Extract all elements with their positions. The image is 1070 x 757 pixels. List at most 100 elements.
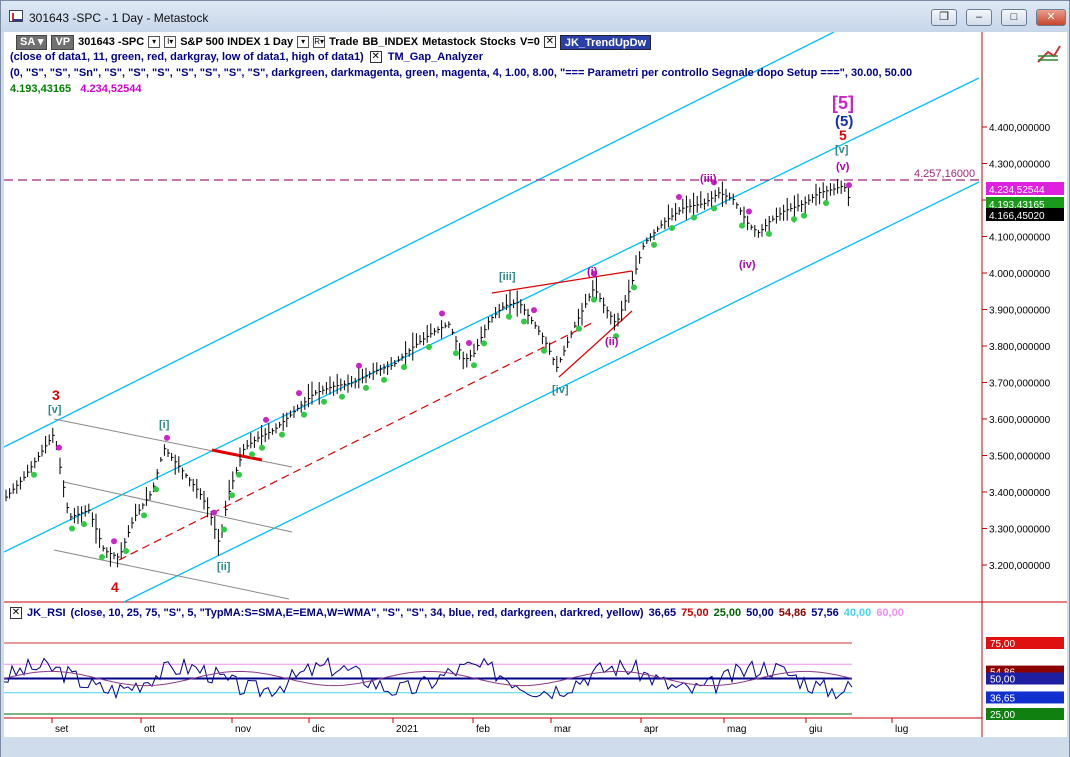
chart-area[interactable]: set ott nov dic 2021 feb mar apr mag giu lug 4.400,… [3, 31, 1067, 739]
price-bar [30, 461, 34, 473]
price-bar [588, 293, 592, 302]
restore-chart-button[interactable]: ❐ [931, 9, 957, 26]
price-bar [239, 447, 242, 467]
remove-indicator-icon[interactable]: ✕ [543, 36, 556, 48]
price-bar [815, 183, 818, 206]
magenta-signal-dot [711, 179, 717, 186]
price-bar [376, 362, 379, 375]
bb-label: BB_INDEX [362, 36, 419, 48]
price-bar [498, 303, 502, 318]
price-label: 3.400,000000 [989, 488, 1051, 499]
indicator-tag[interactable]: JK_TrendUpDw [559, 34, 652, 50]
price-bar [761, 224, 764, 237]
price-bar [649, 233, 653, 242]
minimize-button[interactable]: – [966, 9, 992, 26]
magenta-signal-dot [211, 509, 217, 516]
maximize-button[interactable]: □ [1001, 9, 1027, 26]
price-bar [750, 224, 754, 231]
price-bar [171, 452, 174, 461]
price-bar [419, 335, 422, 345]
price-tag-magenta: 4.234,52544 [989, 185, 1045, 196]
price-bar [9, 488, 12, 499]
price-bar [354, 377, 358, 389]
price-bar [412, 332, 415, 361]
remove-rsi-icon[interactable]: ✕ [10, 607, 22, 619]
price-bar [714, 189, 718, 203]
price-bar [131, 517, 134, 529]
date-label-dic: dic [312, 724, 325, 735]
price-bar [369, 371, 372, 379]
green-signal-dot [381, 376, 387, 383]
rsi-value-5: 54,86 [778, 607, 807, 619]
price-bar [48, 434, 52, 446]
price-bar [365, 367, 368, 384]
price-bar [833, 183, 836, 196]
price-bar [138, 504, 142, 515]
source-label: Metastock [422, 36, 476, 48]
price-bar [387, 361, 390, 375]
red-dashed-trendline [118, 321, 595, 561]
status-bar [1, 737, 1069, 757]
vp-button[interactable]: VP [51, 34, 75, 50]
price-bar [757, 229, 761, 238]
close-button[interactable]: ✕ [1036, 9, 1066, 26]
remove-gap-analyzer-icon[interactable]: ✕ [369, 51, 382, 63]
price-bar [268, 423, 271, 440]
price-bar [567, 336, 570, 348]
price-bar [477, 338, 480, 351]
price-bar [311, 381, 314, 405]
symbol-dropdown-icon[interactable]: ▾ [148, 36, 161, 48]
rsi-name[interactable]: JK_RSI [27, 607, 66, 619]
price-bar [754, 224, 757, 237]
price-bar [660, 220, 664, 229]
date-label-2021: 2021 [396, 724, 419, 735]
rsi-value-2: 75,00 [681, 607, 709, 619]
trade-label[interactable]: Trade [329, 36, 359, 48]
price-bar [37, 451, 41, 462]
price-bar [289, 410, 293, 418]
price-bar [340, 378, 343, 392]
wave-label-v-minor: (v) [836, 161, 850, 173]
gap-analyzer-label[interactable]: TM_Gap_Analyzer [387, 51, 484, 63]
price-bar [520, 299, 523, 314]
price-bar [480, 326, 484, 344]
range-icon[interactable]: R▾ [313, 36, 326, 48]
wave-label-iii: [iii] [499, 271, 516, 283]
green-signal-dot [651, 241, 657, 248]
price-bar [127, 525, 131, 538]
date-label-mag: mag [727, 724, 746, 735]
price-bar [534, 321, 538, 329]
magenta-signal-dot [466, 339, 472, 346]
wave-label-v-top: [v] [835, 144, 849, 156]
price-bar [441, 320, 444, 339]
price-bar [635, 255, 638, 275]
magenta-signal-dot [676, 193, 682, 200]
price-bar [577, 308, 581, 328]
price-bar [307, 383, 311, 408]
rsi-tag-bg [986, 672, 1064, 685]
interval-icon[interactable]: I▾ [164, 36, 177, 48]
price-bar [181, 467, 185, 480]
wave-label-iv: [iv] [552, 384, 569, 396]
price-bar [113, 552, 116, 560]
green-signal-dot [453, 350, 459, 357]
price-bar [495, 306, 498, 319]
price-tag-green: 4.193,43165 [989, 200, 1045, 211]
interval-dropdown-icon[interactable]: ▾ [297, 36, 310, 48]
price-bar [469, 349, 473, 361]
sa-button[interactable]: SA ▾ [16, 34, 48, 50]
wave-label-4: 4 [111, 579, 119, 595]
price-label: 3.300,000000 [989, 525, 1051, 536]
price-bar [264, 428, 268, 443]
price-bar [595, 277, 599, 300]
price-bar [199, 488, 203, 500]
title-bar[interactable]: 301643 -SPC - 1 Day - Metastock ❐ – □ ✕ [1, 1, 1069, 32]
price-bar [243, 443, 246, 456]
price-bar [786, 197, 790, 221]
wave-label-iii-minor: (iii) [700, 173, 717, 185]
price-bar [99, 528, 102, 549]
price-bar [253, 436, 257, 449]
price-bar [437, 326, 440, 334]
chart-corner-icon [1037, 45, 1061, 63]
price-bar [433, 328, 437, 336]
